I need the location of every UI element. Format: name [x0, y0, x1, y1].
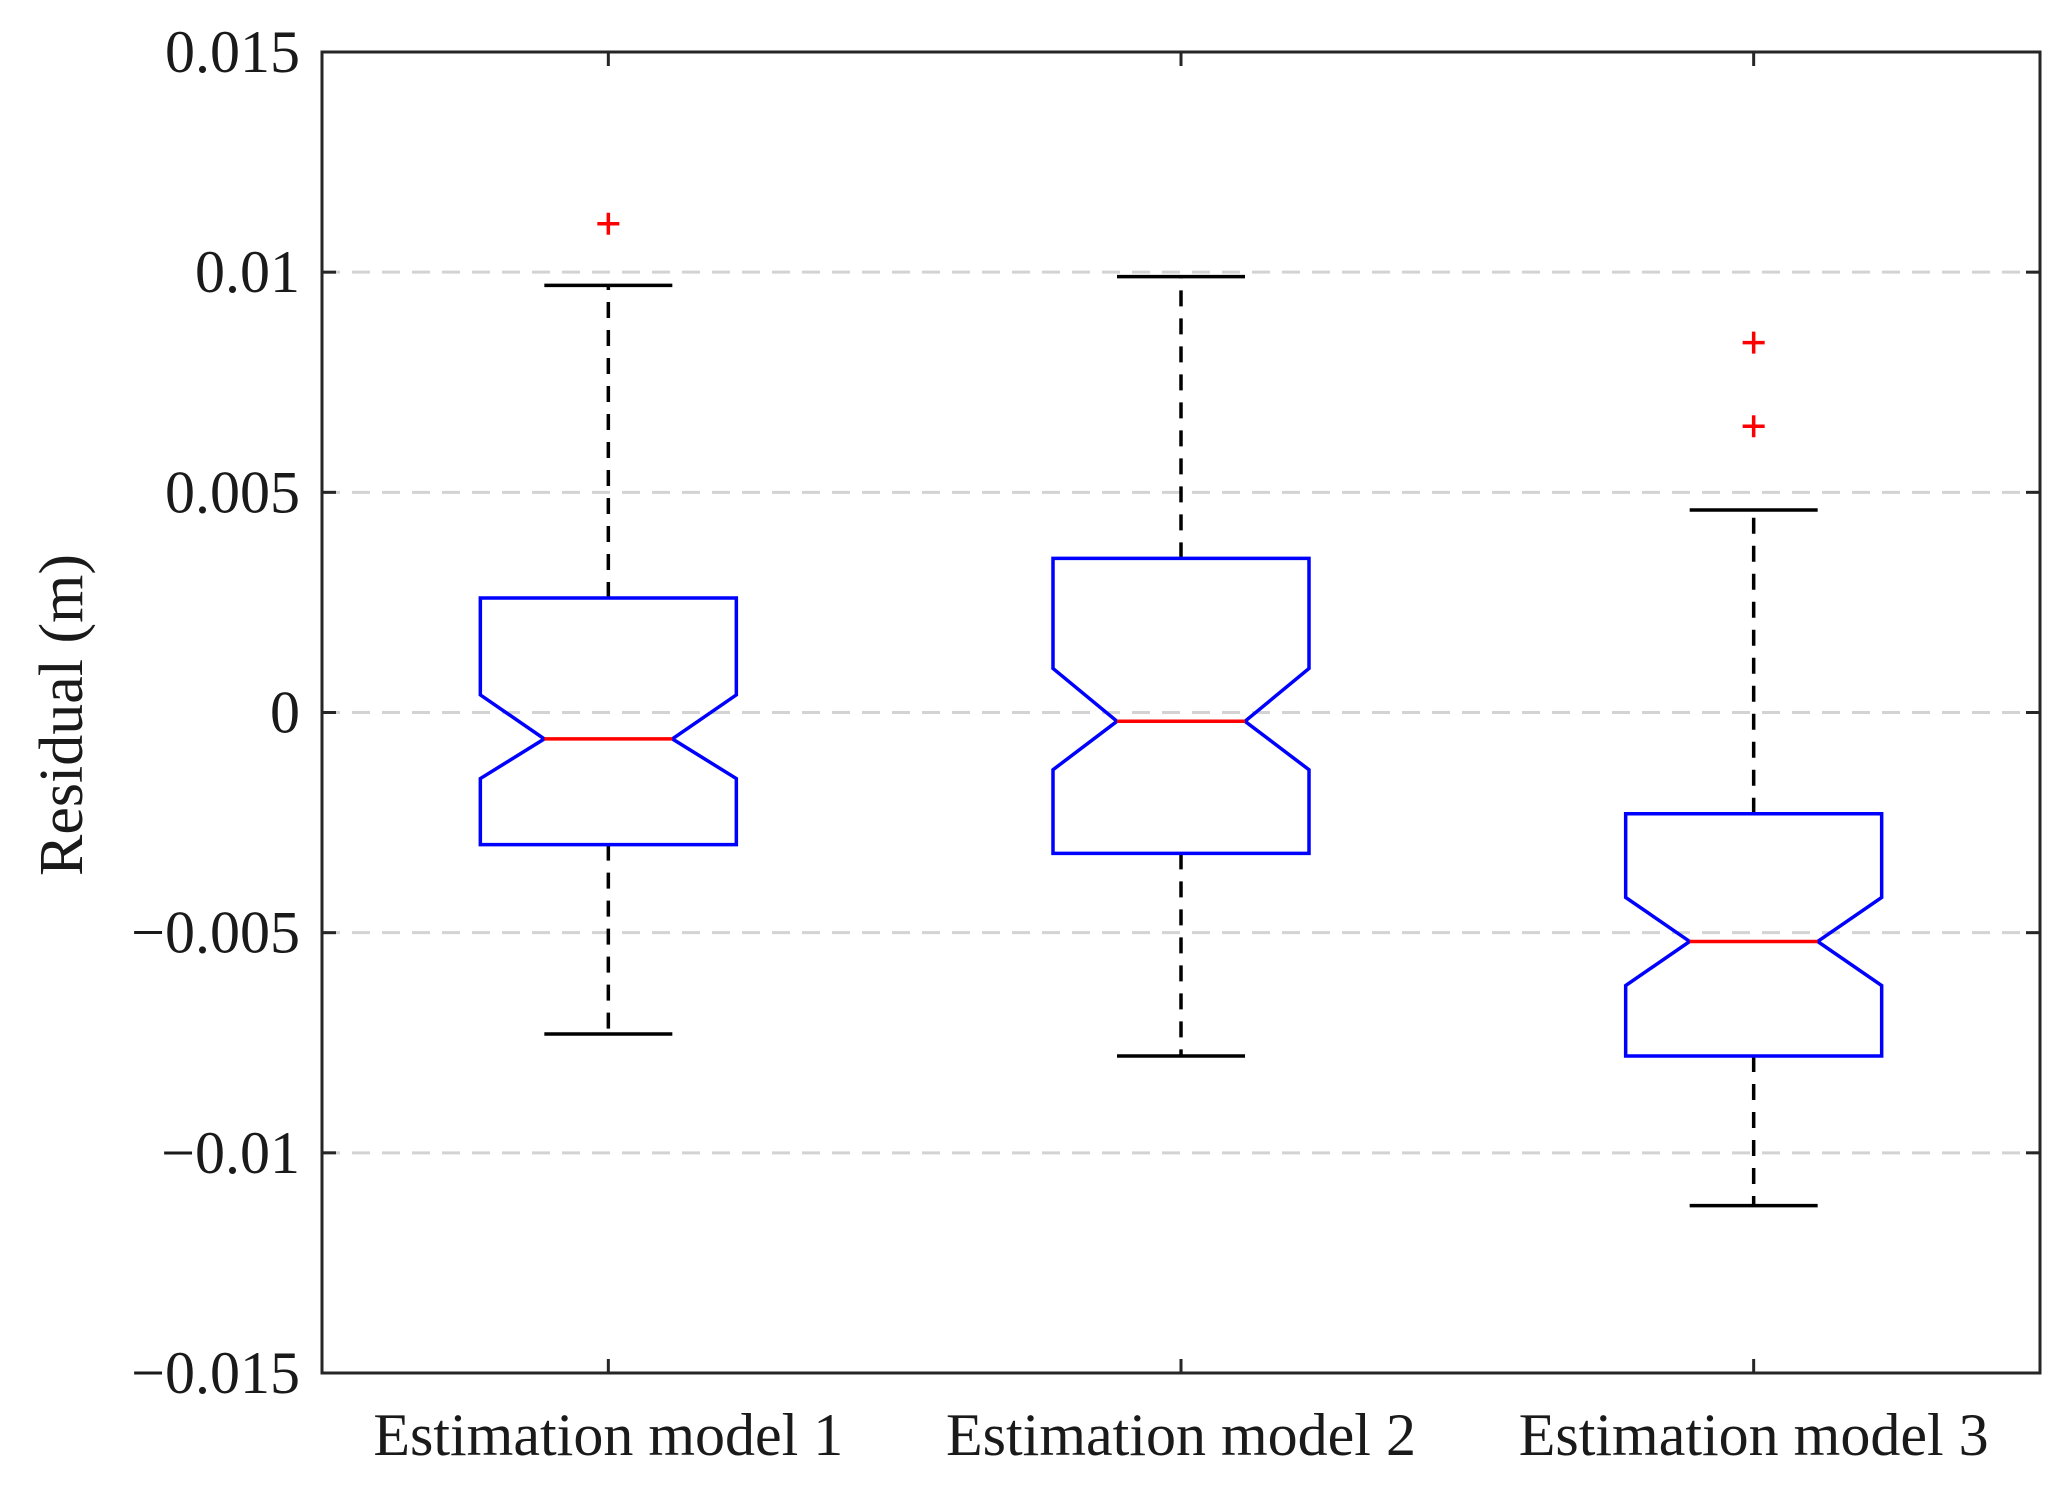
- y-tick-label: 0.015: [165, 19, 300, 85]
- y-axis-label: Residual (m): [28, 554, 96, 876]
- box-series: [478, 212, 1884, 1208]
- x-category-label: Estimation model 2: [946, 1402, 1416, 1468]
- x-category-label: Estimation model 3: [1519, 1402, 1989, 1468]
- notched-box: [1623, 812, 1884, 1058]
- outlier-marker: [1742, 415, 1765, 438]
- box-2: [1051, 274, 1311, 1058]
- outlier-marker: [597, 212, 620, 235]
- notched-box: [1051, 556, 1311, 856]
- x-category-label: Estimation model 1: [373, 1402, 843, 1468]
- y-tick-label: 0.01: [195, 239, 300, 305]
- box-3: [1623, 331, 1884, 1208]
- y-tick-label: −0.015: [131, 1340, 300, 1406]
- box-1: [478, 212, 739, 1036]
- y-tick-label: 0: [270, 680, 300, 746]
- y-tick-label: 0.005: [165, 459, 300, 525]
- y-tick-label: −0.005: [131, 900, 300, 966]
- notched-box: [478, 596, 739, 847]
- axis-ticks: 0.015 0.01 0.005 0 −0.005 −0.01 −0.015 Estimati…: [131, 19, 2040, 1468]
- y-tick-label: −0.01: [161, 1120, 300, 1186]
- outlier-marker: [1742, 331, 1765, 354]
